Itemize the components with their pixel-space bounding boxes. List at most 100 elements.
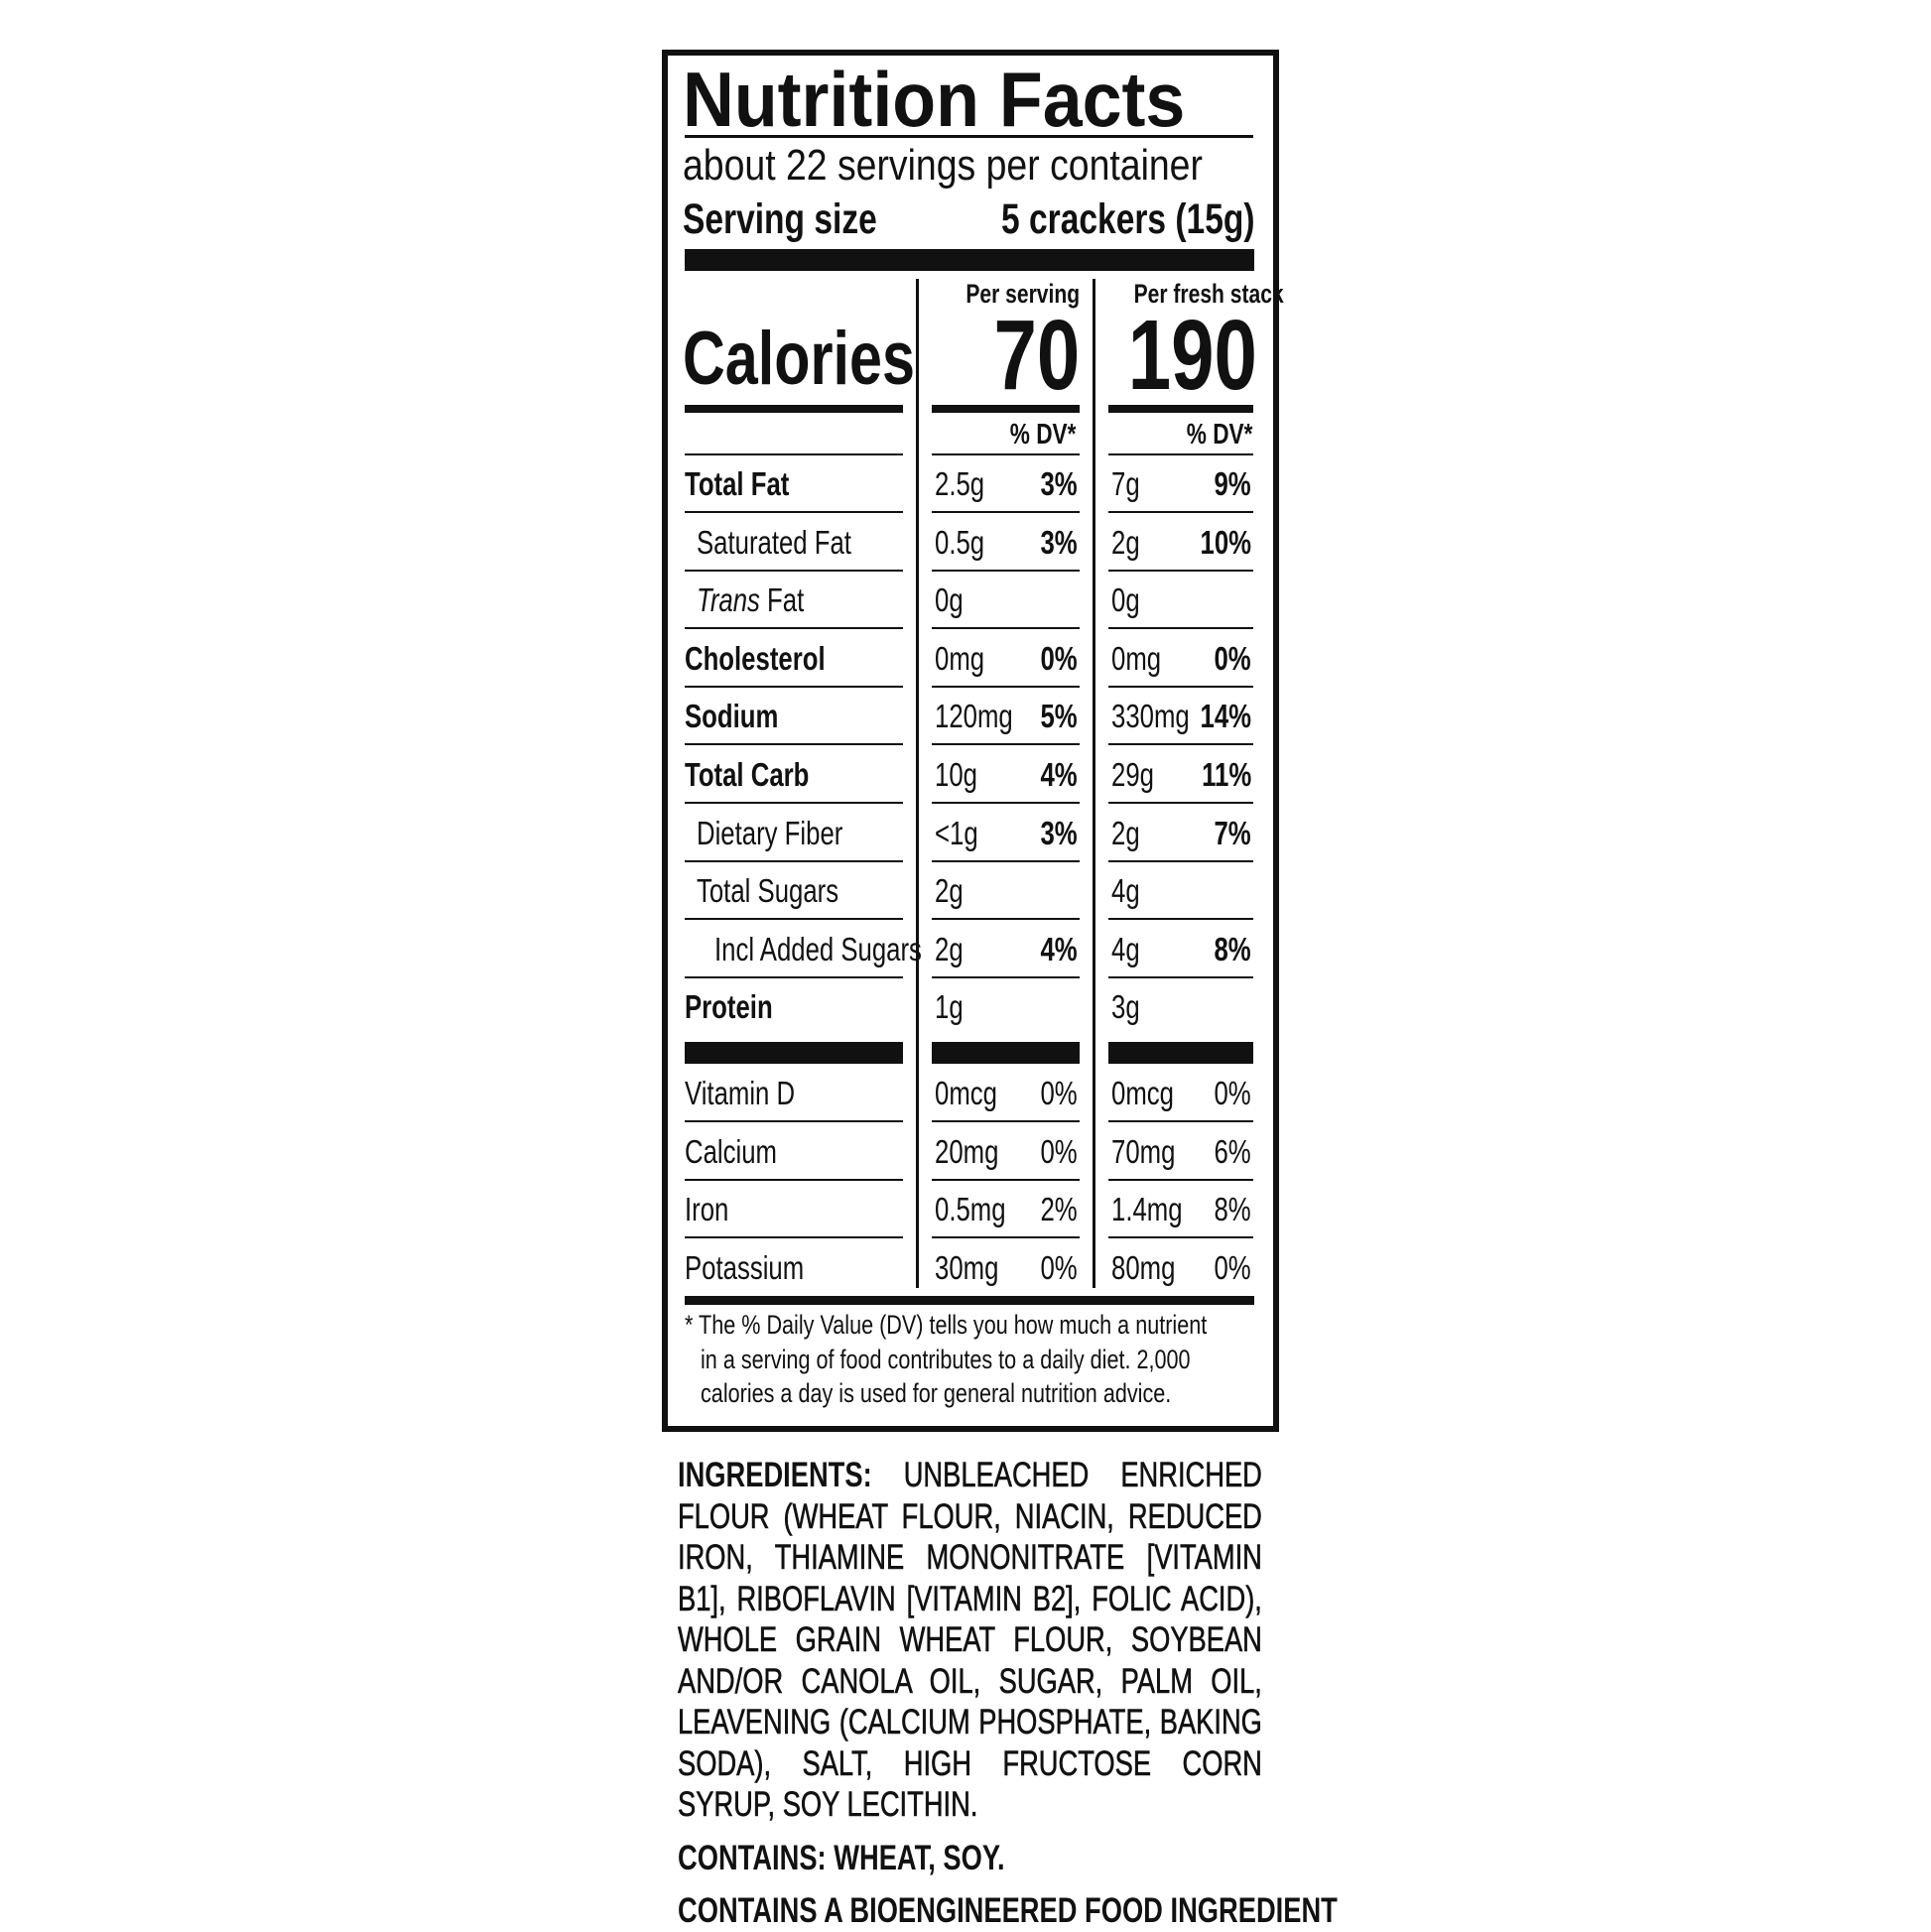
col2-header: Per fresh stack [1092,278,1284,310]
nutrient-name-text: Protein [685,988,773,1026]
nutrient-name: Incl Added Sugars [714,921,922,978]
nutrient-value-cell: 120mg 5% [932,688,1080,746]
nutrient-percent-dv: 0% [1040,639,1078,677]
nutrient-value-cell: 2.5g 3% [932,455,1080,513]
nutrient-name-cell: Total Sugars [685,862,903,921]
nutrient-name-cell: Saturated Fat [685,514,903,572]
nutrient-amount: 0mcg [935,1075,997,1111]
footnote-line: * The % Daily Value (DV) tells you how m… [685,1310,1208,1340]
thick-rule [685,249,1254,271]
nutrient-amount: 29g [1111,756,1154,793]
servings-text: about 22 servings per container [683,141,1203,190]
nutrient-amount: 10g [935,756,977,793]
nutrient-value-cell: 10g 4% [932,746,1080,804]
nutrient-amount: 0mcg [1111,1075,1174,1111]
nutrient-amount: 0g [1111,581,1140,619]
nutrient-name: Sodium [685,688,778,745]
dv-header-text: % DV* [1009,419,1076,451]
nutrient-value-cell: 70mg 6% [1108,1123,1253,1181]
nutrient-name-text: Calcium [685,1132,777,1170]
nutrient-name: Cholesterol [685,630,826,688]
nutrient-value-cell: 0mg 0% [1108,630,1253,688]
nutrient-name: Dietary Fiber [697,805,842,862]
nutrient-value-cell: 1.4mg 8% [1108,1181,1253,1239]
nutrient-amount: 2g [1111,814,1140,851]
footnote-rule [685,1296,1254,1305]
nutrient-amount: <1g [935,814,978,851]
nutrient-name: Total Fat [685,455,789,513]
nutrient-name-cell: Dietary Fiber [685,805,903,862]
nutrient-percent-dv: 0% [1040,1248,1078,1286]
nutrient-percent-dv: 7% [1214,814,1251,851]
nutrient-percent-dv: 8% [1214,930,1251,967]
serving-size-value: 5 crackers (15g) [893,194,1254,244]
nutrient-value-cell: 2g [932,862,1080,921]
nutrient-percent-dv: 3% [1040,814,1078,851]
nutrient-value-cell: 3g [1108,978,1253,1036]
nutrient-name-cell: Incl Added Sugars [685,921,922,978]
footnote-line: in a serving of food contributes to a da… [701,1344,1191,1374]
nutrient-amount: 80mg [1111,1248,1176,1286]
col1-header-text: Per serving [966,279,1080,309]
nutrient-amount: 2g [935,872,964,910]
title-rule [685,135,1253,138]
nutrient-name-text: Saturated Fat [697,523,851,561]
nutrient-amount: 30mg [935,1248,999,1286]
nutrient-name-cell: Vitamin D [685,1065,903,1122]
calories-rule-2 [932,405,1080,413]
ingredients: INGREDIENTS: UNBLEACHED ENRICHED FLOUR (… [678,1455,1262,1826]
nutrient-percent-dv: 6% [1214,1132,1251,1170]
nutrient-percent-dv: 9% [1214,465,1251,502]
col1-calories-text: 70 [993,300,1080,411]
nutrient-percent-dv: 0% [1040,1132,1078,1170]
nutrient-percent-dv: 0% [1040,1075,1078,1111]
footnote: * The % Daily Value (DV) tells you how m… [685,1308,1338,1411]
nutrient-name-text: Iron [685,1191,729,1228]
nutrient-value-cell: 20mg 0% [932,1123,1080,1181]
nutrient-percent-dv: 10% [1200,523,1251,561]
serving-size-value-text: 5 crackers (15g) [1000,195,1254,243]
trans-italic: Trans [697,581,760,619]
nutrient-value-cell: 0mg 0% [932,630,1080,688]
nutrient-value-cell: 330mg 14% [1108,688,1253,746]
nutrient-value-cell: 0g [1108,572,1253,630]
nutrient-amount: 1g [935,988,964,1026]
nutrient-amount: 330mg [1111,698,1190,735]
nutrient-name: Protein [685,978,773,1036]
nutrient-amount: 0mg [1111,639,1162,677]
nutrient-value-cell: 4g [1108,862,1253,921]
nutrient-name-cell: Total Carb [685,746,903,804]
nutrient-value-cell: <1g 3% [932,805,1080,862]
dv-header-text: % DV* [1186,419,1252,451]
vitamin-rule-2 [932,1042,1080,1064]
col2-calories: 190 [1092,306,1257,405]
nutrient-amount: 2.5g [935,465,985,502]
nutrient-name-cell: Trans Fat [685,572,903,630]
nutrient-percent-dv: 4% [1040,756,1078,793]
vitamin-rule-1 [685,1042,903,1064]
nutrient-amount: 2g [1111,523,1140,561]
bioengineered-statement: CONTAINS A BIOENGINEERED FOOD INGREDIENT [678,1891,1338,1930]
nutrient-amount: 3g [1111,988,1140,1026]
allergen-statement: CONTAINS: WHEAT, SOY. [678,1838,1005,1877]
nutrient-amount: 70mg [1111,1132,1176,1170]
title-text: Nutrition Facts [683,56,1186,143]
nutrient-name-cell: Calcium [685,1123,903,1181]
nutrient-name-cell: Cholesterol [685,630,903,688]
nutrient-value-cell: 0mcg 0% [1108,1065,1253,1122]
nutrient-value-cell: 1g [932,978,1080,1036]
nutrient-value-cell: 0.5g 3% [932,514,1080,572]
nutrient-name: Total Sugars [697,862,838,920]
calories-rule-1 [685,405,903,413]
nutrient-value-cell: 30mg 0% [932,1239,1080,1297]
serving-size-label: Serving size [683,194,932,244]
nutrient-name-text: Sodium [685,698,779,735]
ingredients-text: UNBLEACHED ENRICHED FLOUR (WHEAT FLOUR, … [678,1456,1262,1825]
nutrient-name: Total Carb [685,746,809,804]
nutrient-name-text: Vitamin D [685,1075,796,1111]
nutrient-value-cell: 4g 8% [1108,921,1253,978]
column-divider-2 [1093,279,1095,1288]
nutrient-amount: 7g [1111,465,1140,502]
nutrient-name-cell: Potassium [685,1239,903,1297]
col1-header: Per serving [932,278,1080,310]
